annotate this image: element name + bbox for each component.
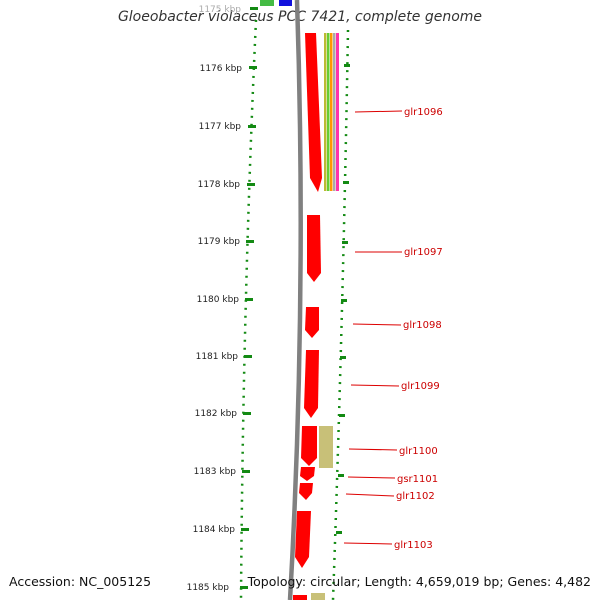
gene-arrow-glr1098 [305,307,319,338]
gene-arrow-gsr1101 [300,467,315,481]
gene-labels[interactable]: glr1096 glr1097 glr1098 glr1099 glr1100 … [394,107,443,551]
tick-label: 1176 kbp [200,64,243,74]
gene-label-glr1097: glr1097 [404,247,443,258]
tick-label: 1183 kbp [194,467,237,477]
tick-label: 1182 kbp [195,409,238,419]
tick-label: 1177 kbp [199,122,242,132]
kbp-tick-labels: 1175 kbp 1176 kbp 1177 kbp 1178 kbp 1179… [187,5,243,593]
gene-arrow-bottom [293,595,307,600]
gene-label-glr1100: glr1100 [399,446,438,457]
genome-title: Gloeobacter violaceus PCC 7421, complete… [117,9,483,25]
gene-arrow-glr1100 [301,426,317,466]
right-tick-arc [331,29,350,600]
tick-label: 1184 kbp [193,525,236,535]
backbone-arc [287,0,303,600]
kbp-tick-marks [240,7,258,589]
gene-arrows[interactable] [293,33,322,600]
gene-arrow-glr1097 [307,215,321,282]
top-feature-blocks [260,0,292,6]
gene-label-glr1099: glr1099 [401,381,440,392]
gene-arrow-glr1099 [304,350,319,418]
left-tick-arc [239,19,258,600]
tan-features [311,426,333,600]
feature-track-lines [324,33,350,534]
tick-label: 1175 kbp [199,5,242,15]
accession-text: Accession: NC_005125 [9,574,152,589]
gene-label-lines [343,110,403,545]
gene-label-gsr1101: gsr1101 [397,474,438,485]
gene-label-glr1096: glr1096 [404,107,443,118]
gene-arrow-glr1102 [299,483,313,500]
tick-label: 1178 kbp [198,180,241,190]
genome-summary-text: Topology: circular; Length: 4,659,019 bp… [247,574,591,589]
tick-label: 1185 kbp [187,583,230,593]
tick-label: 1181 kbp [196,352,239,362]
gene-arrow-glr1103 [295,511,311,568]
tick-label: 1180 kbp [197,295,240,305]
tick-label: 1179 kbp [198,237,241,247]
gene-label-glr1098: glr1098 [403,320,442,331]
gene-label-glr1103: glr1103 [394,540,433,551]
gene-arrow-glr1096 [305,33,322,192]
gene-label-glr1102: glr1102 [396,491,435,502]
